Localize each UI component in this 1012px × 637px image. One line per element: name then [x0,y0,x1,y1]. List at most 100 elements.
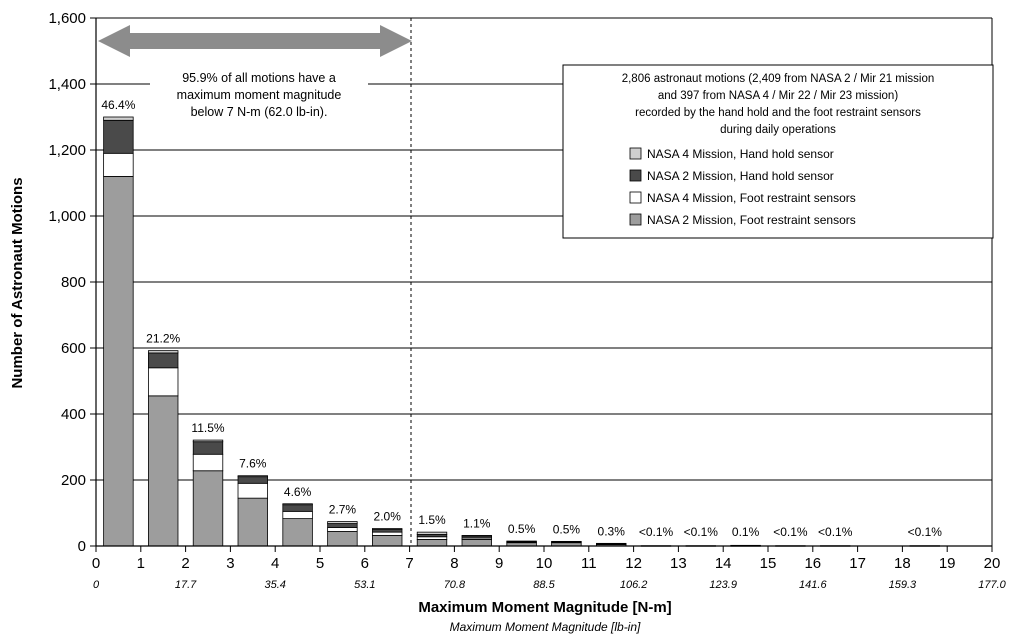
x-tick-label: 0 [92,555,100,572]
annotation-line-2: maximum moment magnitude [177,88,342,102]
x-secondary-tick-label: 70.8 [444,579,466,591]
legend-label: NASA 4 Mission, Hand hold sensor [647,147,834,161]
x-secondary-tick-label: 177.0 [978,579,1006,591]
x-secondary-tick-label: 35.4 [264,579,285,591]
y-tick-label: 1,600 [48,10,86,27]
y-tick-label: 1,000 [48,208,86,225]
bar-segment-bin1-series1 [148,367,179,397]
x-tick-label: 13 [670,555,687,572]
x-tick-label: 11 [581,555,597,572]
legend-label: NASA 4 Mission, Foot restraint sensors [647,191,856,205]
y-tick-label: 0 [78,538,86,555]
bar-percent-label: 0.5% [508,522,536,536]
range-double-arrow [98,25,412,57]
legend-swatch [629,147,642,160]
bar-segment-bin0-series3 [103,116,134,121]
bar-segment-bin0-series1 [103,152,134,177]
legend-header-line-4: during daily operations [720,124,836,136]
bar-percent-label: <0.1% [818,525,853,539]
legend-header-line-2: and 397 from NASA 4 / Mir 22 / Mir 23 mi… [658,90,898,102]
x-secondary-tick-label: 159.3 [889,579,917,591]
bar-percent-label: 2.0% [374,510,402,524]
x-tick-label: 20 [984,555,1001,572]
y-tick-label: 800 [61,274,86,291]
bar-segment-bin1-series0 [148,395,179,547]
bar-segment-bin5-series3 [327,521,358,524]
bar-percent-label: 0.3% [598,524,626,538]
bar-segment-bin7-series3 [416,531,448,535]
legend-header-line-3: recorded by the hand hold and the foot r… [635,107,921,119]
legend-swatch [629,191,642,204]
bar-segment-bin5-series2 [327,523,358,528]
x-tick-label: 15 [760,555,777,572]
bar-segment-bin1-series3 [148,350,179,354]
bar-segment-bin3-series3 [237,475,268,478]
x-tick-labels: 0 1 2 3 4 5 6 7 8 9 10 11 12 13 14 15 16 17 18 19 20 [92,555,1001,572]
bar-segment-bin8-series3 [461,535,492,537]
bar-segment-bin0-series2 [103,119,134,154]
annotation-background [150,66,368,126]
legend-swatch [629,213,642,226]
y-tick-label: 600 [61,340,86,357]
bar-segment-bin3-series1 [237,482,268,499]
bar-segment-bin10-series3 [551,540,582,543]
bar-segment-bin9-series3 [506,540,537,543]
y-tick-label: 1,400 [48,76,86,93]
bar-percent-labels: 46.4% 21.2% 11.5% 7.6% 4.6% 2.7% 2.0% 1.5% 1.1% 0… [101,98,942,539]
x-tick-label: 14 [715,555,732,572]
x-tick-label: 10 [536,555,553,572]
x-tick-label: 4 [271,555,279,572]
bar-segment-bin3-series2 [237,476,268,484]
y-tick-label: 400 [61,406,86,423]
bar-segment-bin2-series0 [192,470,224,547]
bar-percent-label: 0.1% [732,525,760,539]
bar-segment-bin3-series0 [237,497,268,547]
y-tick-label: 1,200 [48,142,86,159]
x-tick-label: 3 [226,555,234,572]
bar-segment-bin11-series3 [596,542,627,545]
x-secondary-tick-label: 17.7 [175,579,197,591]
annotation-line-3: below 7 N-m (62.0 lb-in). [191,105,328,119]
bar-segment-bin4-series0 [282,518,313,547]
bar-segment-bin0-series0 [103,175,134,547]
x-secondary-tick-labels: 0 17.7 35.4 53.1 70.8 88.5 106.2 123.9 141.6 159.… [93,579,1007,591]
x-secondary-tick-label: 0 [93,579,100,591]
bar-segment-bin7-series0 [416,539,448,547]
bar-percent-label: <0.1% [773,525,808,539]
legend-label: NASA 2 Mission, Foot restraint sensors [647,213,856,227]
x-tick-label: 6 [361,555,369,572]
bar-segment-bin6-series1 [372,531,403,536]
bar-percent-label: 7.6% [239,457,267,471]
x-axis-title: Maximum Moment Magnitude [N-m] [418,599,671,616]
x-secondary-tick-label: 141.6 [799,579,827,591]
x-tick-label: 5 [316,555,324,572]
bar-percent-label: 11.5% [191,421,224,435]
x-secondary-tick-label: 88.5 [533,579,555,591]
annotation-line-1: 95.9% of all motions have a [182,71,336,85]
x-secondary-tick-label: 106.2 [620,579,648,591]
bar-segment-bin6-series3 [372,528,403,530]
bar-segment-bin8-series0 [461,539,492,547]
x-tick-label: 12 [625,555,642,572]
bar-segment-bin2-series2 [192,441,224,455]
legend-header-line-1: 2,806 astronaut motions (2,409 from NASA… [622,73,935,85]
bar-percent-label: 1.1% [463,516,491,530]
bar-segment-bin4-series3 [282,503,313,506]
x-tick-label: 18 [894,555,911,572]
bar-percent-label: <0.1% [908,525,943,539]
legend-label: NASA 2 Mission, Hand hold sensor [647,169,834,183]
y-tick-labels: 0 200 400 600 800 1,000 1,200 1,400 1,600 [48,10,86,555]
x-axis-secondary-title: Maximum Moment Magnitude [lb-in] [450,620,641,634]
bar-segment-bin1-series2 [148,352,179,369]
x-tick-label: 7 [405,555,413,572]
legend-swatch [629,169,642,182]
y-axis-title: Number of Astronaut Motions [9,177,26,388]
threshold-annotation: 95.9% of all motions have a maximum mome… [98,18,412,546]
x-secondary-tick-label: 53.1 [354,579,375,591]
x-tick-label: 9 [495,555,503,572]
x-secondary-tick-label: 123.9 [709,579,737,591]
bar-segment-bin2-series1 [192,453,224,472]
bar-percent-label: 0.5% [553,522,581,536]
x-tick-label: 19 [939,555,956,572]
